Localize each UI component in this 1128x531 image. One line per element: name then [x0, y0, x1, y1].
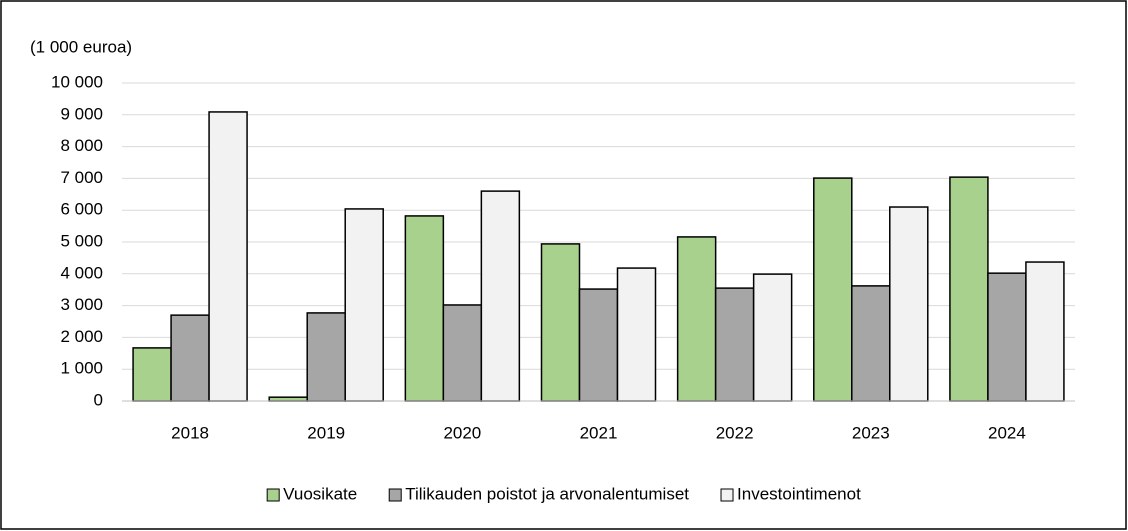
- x-tick-label: 2019: [307, 423, 345, 442]
- bar: [540, 243, 581, 402]
- x-tick-label: 2022: [716, 423, 754, 442]
- bar: [578, 288, 619, 402]
- x-tick-label: 2021: [580, 423, 618, 442]
- legend-label: Tilikauden poistot ja arvonalentumiset: [405, 484, 689, 503]
- x-tick-label: 2023: [852, 423, 890, 442]
- bar: [987, 272, 1027, 402]
- y-tick-label: 6 000: [60, 200, 103, 219]
- bar: [752, 273, 793, 402]
- bar: [851, 285, 891, 402]
- y-tick-label: 0: [94, 390, 103, 409]
- y-tick-label: 5 000: [60, 231, 103, 250]
- y-tick-label: 2 000: [60, 327, 103, 346]
- bar: [442, 304, 483, 402]
- bar: [714, 287, 755, 402]
- legend-label: Investointimenot: [737, 484, 861, 503]
- bar: [170, 314, 210, 402]
- y-tick-label: 3 000: [60, 295, 103, 314]
- bar: [306, 312, 346, 402]
- legend-label: Vuosikate: [283, 484, 357, 503]
- bar: [813, 177, 853, 402]
- x-tick-label: 2024: [988, 423, 1026, 442]
- bar: [949, 176, 989, 402]
- y-tick-label: 7 000: [60, 168, 103, 187]
- x-tick-label: 2018: [171, 423, 209, 442]
- bar: [1025, 261, 1065, 402]
- bar: [889, 206, 929, 402]
- bar: [208, 111, 248, 402]
- y-axis-label: (1 000 euroa): [30, 37, 132, 56]
- bar: [344, 208, 384, 402]
- legend-swatch: [266, 488, 280, 502]
- y-tick-label: 1 000: [60, 359, 103, 378]
- y-tick-label: 10 000: [51, 72, 103, 91]
- bar: [616, 267, 657, 402]
- y-tick-label: 9 000: [60, 104, 103, 123]
- y-tick-label: 8 000: [60, 136, 103, 155]
- y-tick-label: 4 000: [60, 263, 103, 282]
- x-tick-label: 2020: [443, 423, 481, 442]
- bar: [268, 396, 308, 402]
- legend-swatch: [388, 488, 402, 502]
- bar: [132, 347, 172, 402]
- bar: [404, 215, 445, 402]
- bar: [480, 190, 521, 402]
- legend-swatch: [720, 488, 734, 502]
- bar: [676, 236, 717, 402]
